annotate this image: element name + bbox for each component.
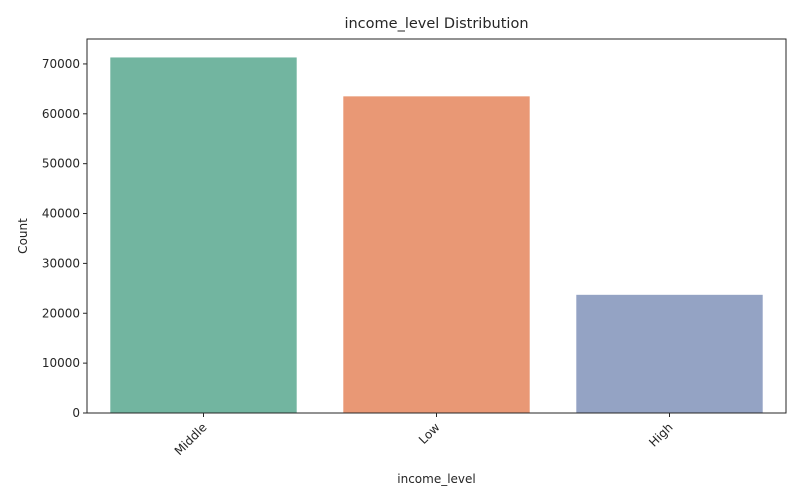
- bar-middle: [110, 57, 297, 413]
- y-tick-label: 0: [72, 406, 80, 420]
- y-tick-label: 50000: [42, 157, 80, 171]
- y-tick-label: 30000: [42, 256, 80, 270]
- axes-spines: [86, 38, 787, 414]
- y-tick-label: 60000: [42, 107, 80, 121]
- y-tick-label: 10000: [42, 356, 80, 370]
- bars-layer: [110, 57, 763, 413]
- y-axis-ticks: 0 10000 20000 30000 40000 50000 60000 70000: [42, 57, 87, 420]
- axes-frame: [86, 38, 787, 414]
- chart-title: income_level Distribution: [344, 16, 528, 32]
- y-tick-label: 20000: [42, 306, 80, 320]
- y-tick-label: 70000: [42, 57, 80, 71]
- y-axis-label: Count: [16, 218, 30, 254]
- bar-high: [576, 294, 763, 413]
- bar-low: [343, 96, 530, 413]
- x-axis-label: income_level: [397, 472, 476, 486]
- y-tick-label: 40000: [42, 207, 80, 221]
